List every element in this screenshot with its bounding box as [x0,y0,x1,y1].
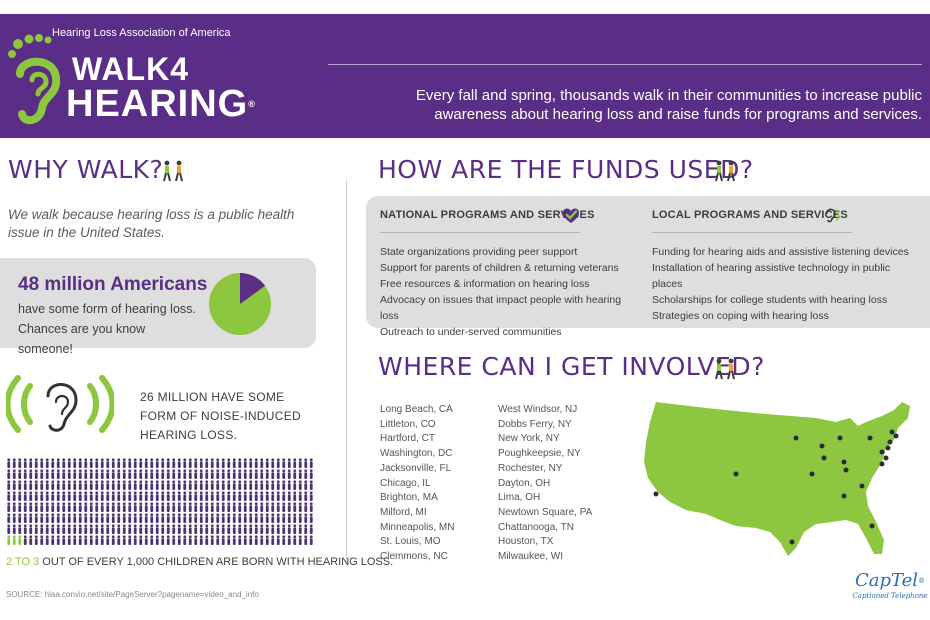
list-item: Clemmons, NC [380,551,448,563]
locations-column-1: Long Beach, CA Littleton, CO Hartford, C… [380,403,495,565]
logo-wordmark-line2: HEARING® [66,83,256,125]
list-item: Long Beach, CA [380,404,453,415]
walking-people-icon [715,160,735,182]
why-walk-text: We walk because hearing loss is a public… [8,207,295,240]
ear-small-icon [826,208,840,223]
list-item: Milford, MI [380,506,427,518]
list-item: Dayton, OH [498,477,551,489]
pie-slice [240,273,266,304]
list-item: Funding for hearing aids and assistive l… [652,246,909,258]
captel-logo: CapTel® Captioned Telephone [852,570,928,600]
list-item: Poughkeepsie, NY [498,448,581,460]
noise-stat-text: 26 million have some form of noise-induc… [140,390,301,442]
list-item: Minneapolis, MN [380,521,455,533]
list-item: Chattanooga, TN [498,521,574,533]
list-item: Littleton, CO [380,418,436,430]
list-item: Dobbs Ferry, NY [498,418,572,430]
list-item: New York, NY [498,433,560,445]
involved-heading: WHERE CAN I GET INVOLVED? [378,352,765,381]
people-figures-icon [7,458,313,545]
header-banner [0,14,930,138]
national-programs-title: NATIONAL PROGRAMS AND SERVICES [380,209,595,221]
list-item: Scholarships for college students with h… [652,294,888,306]
list-item: Newtown Square, PA [498,506,593,518]
stat-headline: 48 million Americans [18,274,208,295]
list-item: Hartford, CT [380,433,436,445]
national-divider [380,232,580,233]
list-item: Support for parents of children & return… [380,262,619,274]
local-programs-list: Funding for hearing aids and assistive l… [652,244,922,324]
list-item: Installation of hearing assistive techno… [652,262,891,290]
list-item: Rochester, NY [498,462,563,474]
stat-subtext: have some form of hearing loss. Chances … [18,302,196,356]
list-item: Houston, TX [498,536,554,548]
list-item: St. Louis, MO [380,536,441,548]
list-item: Chicago, IL [380,477,431,489]
banner-tagline: Every fall and spring, thousands walk in… [415,87,922,123]
org-name: Hearing Loss Association of America [52,27,231,39]
heart-check-icon [563,208,579,223]
children-stat-rest: out of every 1,000 children are born wit… [39,556,394,568]
source-note: SOURCE: hlaa.convio.net/site/PageServer?… [6,590,259,599]
locations-column-2: West Windsor, NJ Dobbs Ferry, NY New Yor… [498,403,628,565]
list-item: Outreach to under-served communities [380,326,562,338]
list-item: Milwaukee, WI [498,551,564,563]
list-item: State organizations providing peer suppo… [380,246,578,258]
ear-sound-waves-icon [6,375,114,433]
top-strip [0,0,930,14]
walking-people-icon [163,160,183,182]
list-item: Brighton, MA [380,492,438,504]
footprint-ear-icon [8,34,61,125]
list-item: Free resources & information on hearing … [380,278,590,290]
children-stat-text: 2 to 3 out of every 1,000 children are b… [6,556,393,568]
national-programs-list: State organizations providing peer suppo… [380,244,640,340]
local-programs-title: LOCAL PROGRAMS AND SERVICES [652,209,848,221]
banner-divider [328,64,922,65]
funds-heading: HOW ARE THE FUNDS USED? [378,155,754,184]
list-item: Jacksonville, FL [380,462,452,474]
logo-wordmark-line1: WALK4 [72,51,189,87]
pie-chart [209,273,271,335]
column-divider [346,180,347,562]
list-item: Lima, OH [498,492,541,504]
list-item: West Windsor, NJ [498,404,578,415]
list-item: Advocacy on issues that impact people wi… [380,294,622,322]
list-item: Strategies on coping with hearing loss [652,310,829,322]
funds-box [366,196,930,328]
local-divider [652,232,852,233]
why-walk-heading: WHY WALK? [8,155,164,184]
children-stat-highlight: 2 to 3 [6,556,40,568]
list-item: Washington, DC [380,448,453,460]
usa-map-icon [644,402,910,556]
walking-people-icon [715,358,735,380]
